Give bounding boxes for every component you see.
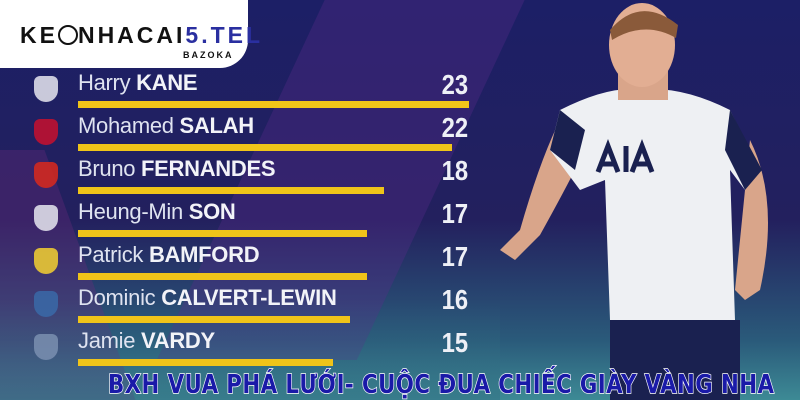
- scorer-row: Patrick BAMFORD 17: [0, 242, 480, 285]
- goals-bar: [78, 316, 350, 323]
- scorer-row: Jamie VARDY 15: [0, 328, 480, 371]
- banner-title: BXH VUA PHÁ LƯỚI- CUỘC ĐUA CHIẾC GIÀY VÀ…: [107, 370, 775, 400]
- scorer-row: Dominic CALVERT-LEWIN 16: [0, 285, 480, 328]
- goals-bar: [78, 187, 384, 194]
- player-name: Bruno FERNANDES: [78, 156, 276, 181]
- liverpool-crest-icon: [34, 119, 58, 145]
- logo-subtext: BAZOKA: [183, 50, 234, 60]
- goals-bar: [78, 144, 452, 151]
- player-name: Patrick BAMFORD: [78, 242, 260, 267]
- goals-count: 22: [441, 112, 468, 143]
- scorer-row: Mohamed SALAH 22: [0, 113, 480, 156]
- goals-bar: [78, 359, 333, 366]
- player-name: Heung-Min SON: [78, 199, 236, 224]
- player-name: Dominic CALVERT-LEWIN: [78, 285, 337, 310]
- goals-count: 23: [441, 69, 468, 100]
- goals-count: 15: [441, 327, 468, 358]
- goals-bar: [78, 273, 367, 280]
- ball-mascot-icon: [57, 25, 78, 45]
- player-name: Harry KANE: [78, 70, 198, 95]
- goals-count: 16: [441, 284, 468, 315]
- goals-count: 17: [441, 241, 468, 272]
- leicester-crest-icon: [34, 334, 58, 360]
- player-name: Mohamed SALAH: [78, 113, 254, 138]
- goals-bar: [78, 101, 469, 108]
- scorer-row: Bruno FERNANDES 18: [0, 156, 480, 199]
- goals-bar: [78, 230, 367, 237]
- goals-count: 17: [441, 198, 468, 229]
- tottenham-crest-icon: [34, 76, 58, 102]
- logo-text: KE NHACAI5.TEL: [20, 22, 264, 48]
- player-name: Jamie VARDY: [78, 328, 215, 353]
- goals-count: 18: [441, 155, 468, 186]
- site-logo[interactable]: KE NHACAI5.TEL BAZOKA: [0, 0, 260, 68]
- scorer-row: Harry KANE 23: [0, 70, 480, 113]
- player-photo: [500, 3, 768, 400]
- leeds-crest-icon: [34, 248, 58, 274]
- everton-crest-icon: [34, 291, 58, 317]
- scorer-row: Heung-Min SON 17: [0, 199, 480, 242]
- man-united-crest-icon: [34, 162, 58, 188]
- tottenham-crest-icon: [34, 205, 58, 231]
